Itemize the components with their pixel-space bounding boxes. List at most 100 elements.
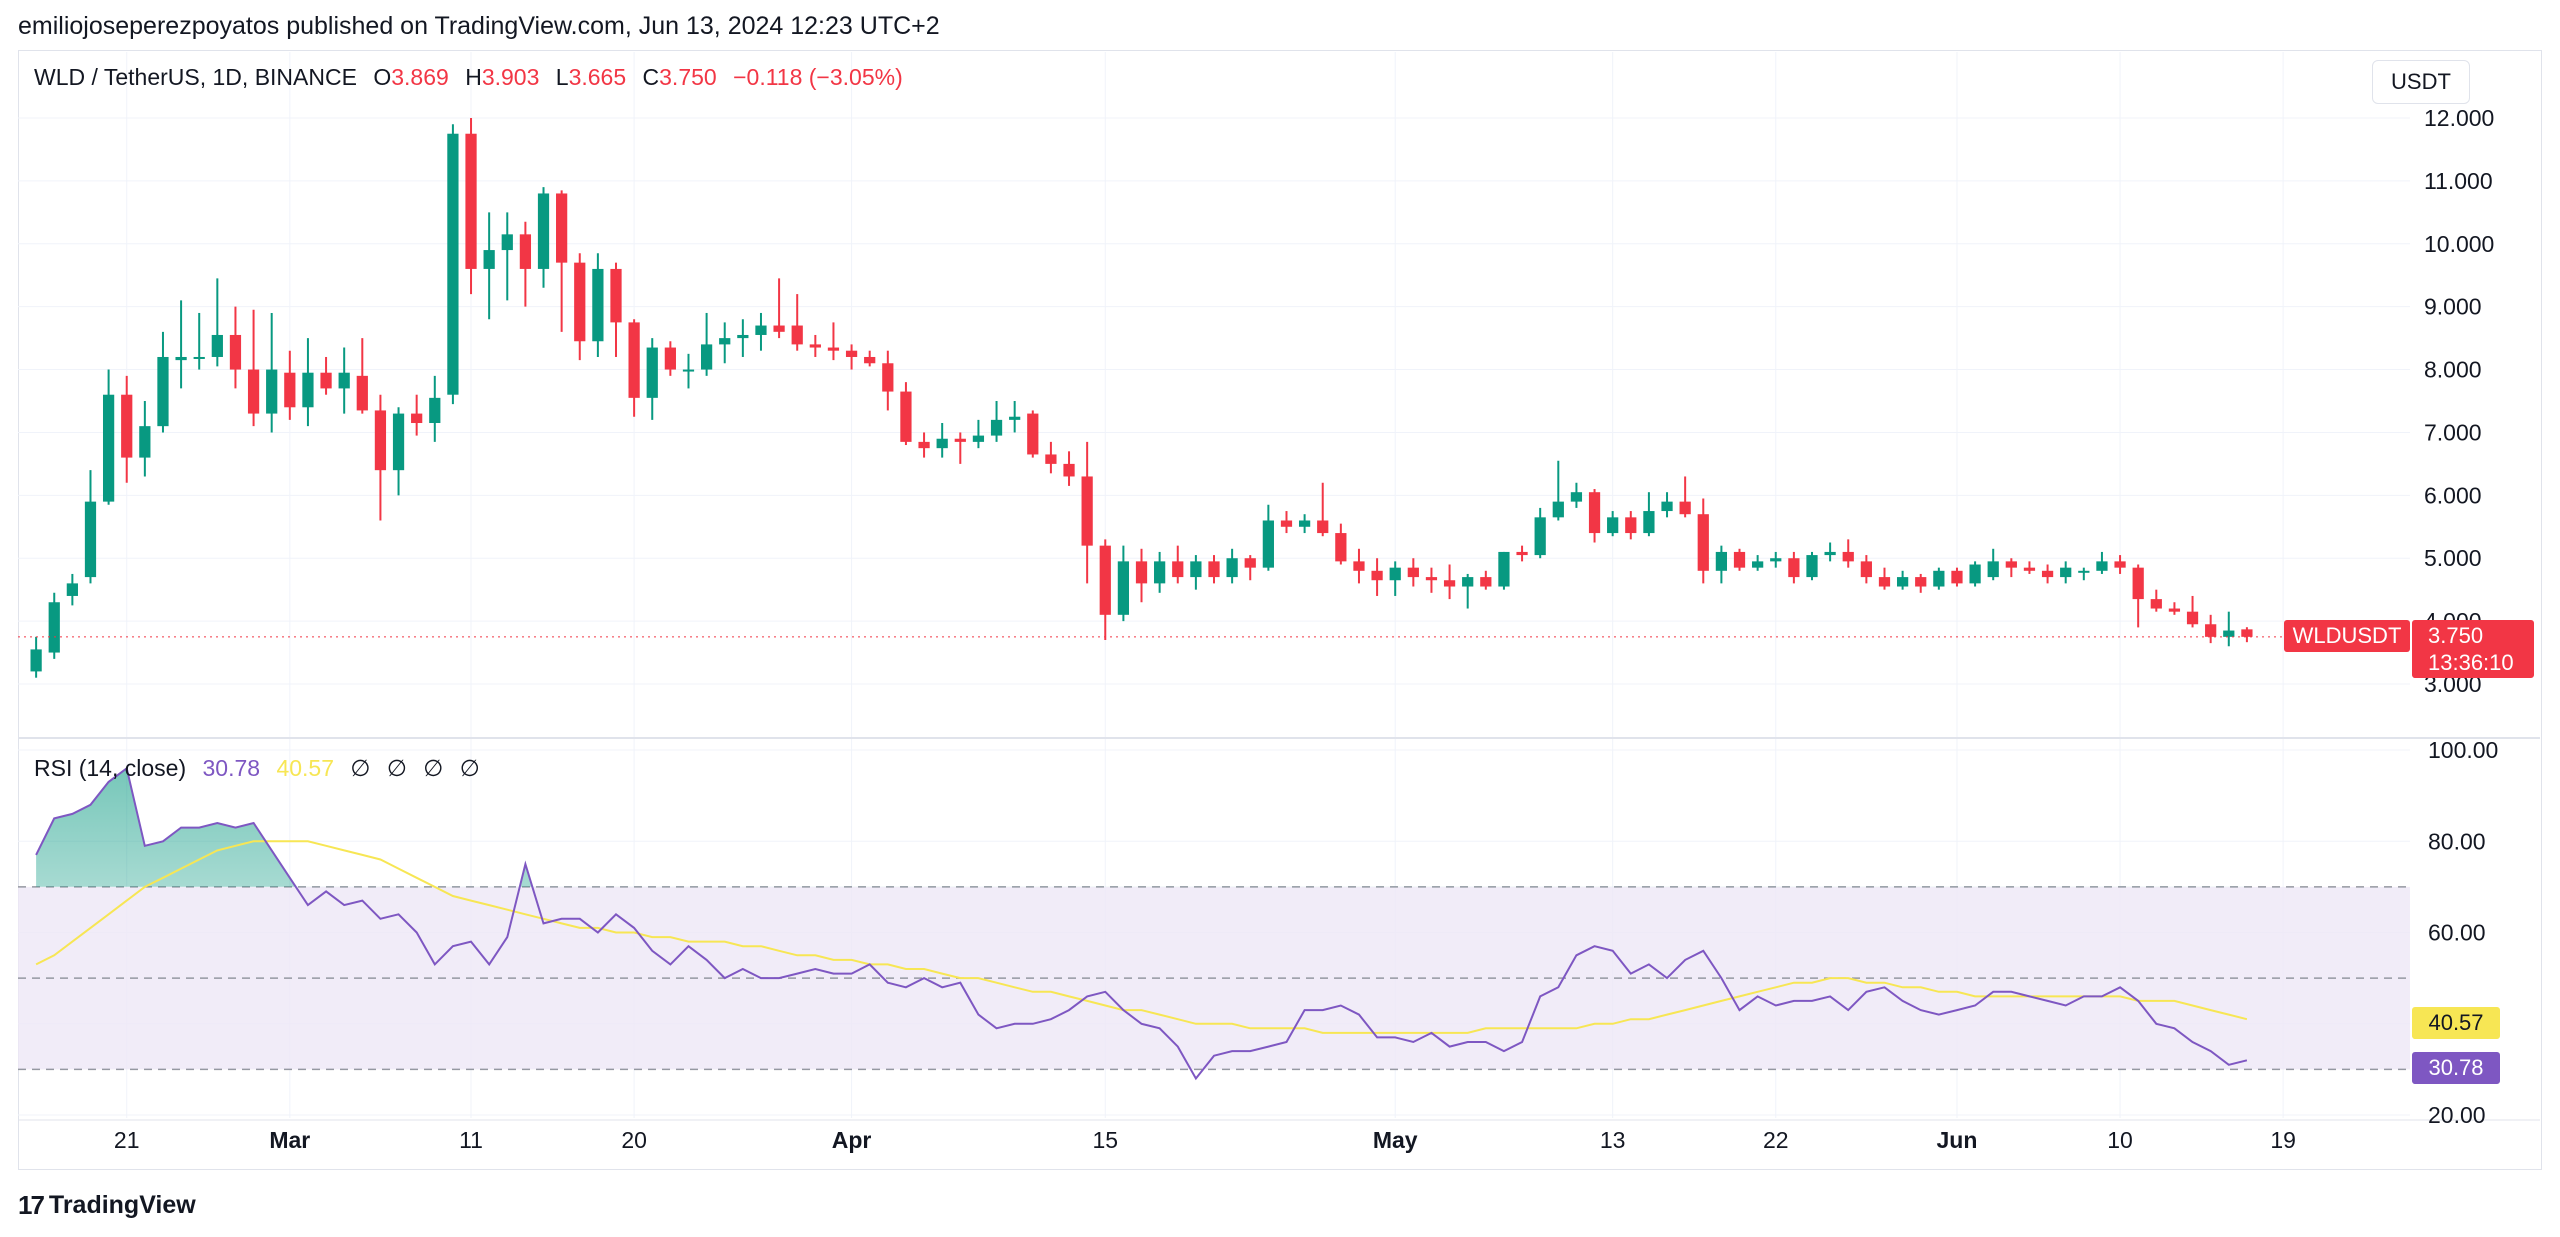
rsi-legend-ma-value: 40.57 xyxy=(276,755,335,781)
candle-body xyxy=(1534,517,1546,556)
candle-body xyxy=(121,394,133,458)
time-tick-label: Apr xyxy=(832,1127,872,1153)
candle-body xyxy=(447,133,459,395)
candle-body xyxy=(338,372,350,389)
candle-body xyxy=(501,234,513,251)
candle-body xyxy=(465,133,477,269)
candle-body xyxy=(1317,520,1329,534)
rsi-legend-title: RSI (14, close) xyxy=(34,755,187,781)
candle-body xyxy=(1987,561,1999,578)
candle-body xyxy=(1172,561,1184,578)
candle-body xyxy=(1607,517,1619,534)
candle-body xyxy=(193,356,205,359)
currency-button[interactable]: USDT xyxy=(2372,60,2470,104)
rsi-legend-na-2: ∅ xyxy=(386,755,407,781)
candle-body xyxy=(864,356,876,364)
chart-frame xyxy=(18,50,2542,1170)
candle-body xyxy=(900,391,912,442)
candle-body xyxy=(1135,561,1148,584)
candle-body xyxy=(1679,501,1691,515)
candle-body xyxy=(1353,561,1365,571)
candle-body xyxy=(1262,520,1274,568)
candle-body xyxy=(954,438,966,442)
candle-body xyxy=(2150,599,2162,609)
candle-body xyxy=(2060,567,2072,578)
candle-body xyxy=(1552,501,1564,518)
candle-body xyxy=(972,435,985,442)
candle-body xyxy=(1969,564,1981,584)
candle-body xyxy=(66,583,78,596)
candle-body xyxy=(592,268,604,342)
candle-body xyxy=(2186,611,2199,625)
candle-body xyxy=(1770,558,1782,562)
candle-body xyxy=(882,363,894,392)
candle-body xyxy=(2023,567,2036,571)
legend-open: 3.869 xyxy=(391,64,449,90)
last-price-value: 3.750 xyxy=(2428,623,2484,648)
candle-body xyxy=(1661,501,1673,512)
rsi-legend-value: 30.78 xyxy=(202,755,261,781)
candle-body xyxy=(1208,561,1220,578)
candle-body xyxy=(1226,558,1238,578)
price-axis-ticks: 12.000 11.000 10.000 9.000 8.000 7.000 6.000 5.… xyxy=(2424,105,2494,697)
rsi-legend: RSI (14, close) 30.78 40.57 ∅ ∅ ∅ ∅ xyxy=(34,755,480,782)
candle-body xyxy=(1099,545,1111,615)
legend-high-label: H xyxy=(465,64,482,90)
price-tick-label: 11.000 xyxy=(2424,168,2493,194)
candle-body xyxy=(1244,558,1256,568)
candle-body xyxy=(30,649,42,672)
candle-body xyxy=(1298,520,1311,527)
time-axis-ticks: 21 Mar 11 20 Apr 15 May 13 22 Jun 10 19 xyxy=(114,1127,2296,1153)
candle-body xyxy=(1860,561,1872,578)
candle-body xyxy=(1280,520,1293,527)
tradingview-logo[interactable]: 17 TradingView xyxy=(18,1190,196,1221)
candle-body xyxy=(737,334,749,339)
candle-body xyxy=(175,356,187,361)
candle-body xyxy=(1715,551,1728,571)
candle-body xyxy=(284,372,296,408)
candle-body xyxy=(1462,577,1474,587)
candle-body xyxy=(2041,570,2054,578)
candle-body xyxy=(700,344,713,370)
candle-body xyxy=(1697,514,1709,571)
candle-body xyxy=(664,347,676,370)
candle-body xyxy=(1389,567,1401,581)
candle-body xyxy=(1570,492,1583,502)
symbol-price-label: WLDUSDT xyxy=(2284,620,2410,652)
candle-body xyxy=(1154,561,1166,584)
candle-body xyxy=(247,369,260,414)
time-tick-label: 11 xyxy=(459,1127,483,1153)
rsi-tick-label: 60.00 xyxy=(2428,920,2486,946)
legend-open-label: O xyxy=(373,64,392,90)
candle-body xyxy=(1933,570,1945,587)
candle-body xyxy=(646,347,658,398)
candle-body xyxy=(719,338,731,345)
candle-body xyxy=(791,325,803,345)
candle-body xyxy=(1915,577,1927,587)
price-tick-label: 7.000 xyxy=(2424,419,2482,445)
legend-low-label: L xyxy=(555,64,569,90)
time-tick-label: Jun xyxy=(1937,1127,1978,1153)
candle-body xyxy=(827,347,840,351)
candle-body xyxy=(1081,476,1093,546)
candle-body xyxy=(2132,567,2144,600)
legend-high: 3.903 xyxy=(481,64,540,90)
candle-body xyxy=(556,193,568,263)
rsi-tick-label: 80.00 xyxy=(2428,828,2486,854)
time-tick-label: Mar xyxy=(269,1127,310,1153)
candle-body xyxy=(1117,561,1130,615)
publisher-line: emiliojoseperezpoyatos published on Trad… xyxy=(18,12,940,40)
candle-body xyxy=(1951,570,1963,584)
price-tick-label: 12.000 xyxy=(2424,105,2494,131)
candle-body xyxy=(1425,577,1438,581)
tradingview-logo-icon: 17 xyxy=(18,1190,45,1220)
candle-body xyxy=(374,410,387,471)
time-tick-label: 15 xyxy=(1092,1127,1118,1153)
time-tick-label: 22 xyxy=(1763,1127,1789,1153)
candle-body xyxy=(1009,416,1021,420)
price-legend: WLD / TetherUS, 1D, BINANCE O3.869 H3.90… xyxy=(34,64,903,91)
time-tick-label: 10 xyxy=(2107,1127,2133,1153)
candle-body xyxy=(1824,551,1836,556)
candle-body xyxy=(411,413,423,424)
